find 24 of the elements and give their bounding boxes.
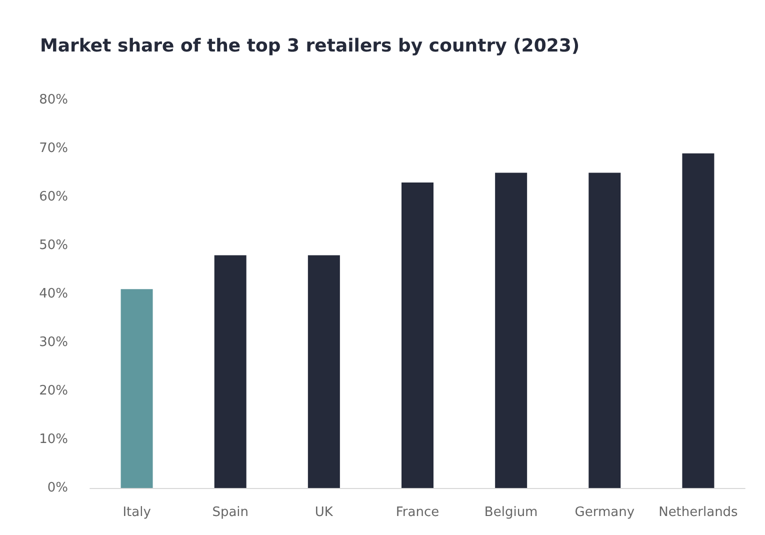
y-tick-label: 60%: [39, 190, 68, 204]
y-tick-label: 30%: [39, 335, 68, 350]
y-tick-label: 70%: [39, 141, 68, 156]
bar: [214, 255, 246, 488]
y-tick-label: 20%: [39, 384, 68, 398]
y-tick-label: 0%: [47, 480, 68, 496]
bar: [402, 182, 434, 488]
x-tick-label: France: [396, 505, 440, 520]
y-tick-label: 50%: [39, 238, 68, 253]
x-tick-label: UK: [314, 505, 334, 520]
y-tick-label: 80%: [39, 92, 68, 108]
bar: [308, 255, 340, 488]
y-tick-label: 40%: [39, 286, 68, 302]
x-tick-label: Germany: [574, 505, 635, 520]
bar: [120, 289, 153, 488]
x-tick-label: Netherlands: [658, 505, 738, 520]
bar: [682, 153, 714, 488]
chart-title: Market share of the top 3 retailers by country (2023): [40, 36, 580, 56]
bar: [588, 172, 621, 488]
y-tick-label: 10%: [39, 432, 68, 447]
x-tick-label: Italy: [122, 505, 152, 520]
x-tick-label: Belgium: [484, 505, 538, 520]
x-tick-label: Spain: [212, 505, 249, 520]
bar: [495, 172, 528, 488]
